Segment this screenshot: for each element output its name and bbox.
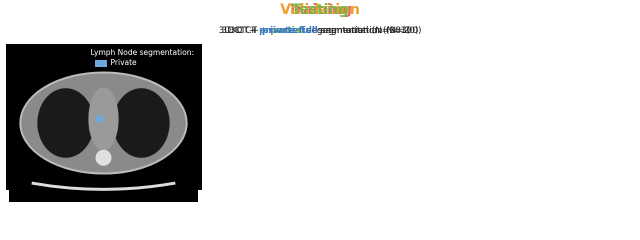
panel-subtitle: 3D CT + partial segmentation (N=383)	[0, 26, 640, 36]
scanner-table	[31, 181, 176, 191]
lung	[37, 88, 95, 158]
legend-label: Private	[110, 58, 137, 67]
panel-title: Training	[288, 2, 352, 18]
subtitle-part: 3D CT +	[221, 26, 262, 36]
subtitle-part: 3D CT +	[229, 26, 271, 36]
legend-swatch	[94, 59, 107, 67]
subtitle-part: segmentation (N=20)	[317, 26, 419, 36]
panel-title: Testing	[291, 2, 349, 18]
figure: Training 3D CT + partial segmentation (N=…	[0, 2, 640, 202]
ct-scan	[19, 71, 188, 191]
subtitle-part: private full	[259, 26, 316, 36]
panel-title: Validation	[280, 2, 360, 18]
ct-image: Lymph Node segmentation:Private	[9, 44, 198, 202]
legend: Lymph Node segmentation:Private	[91, 48, 194, 68]
spine	[95, 149, 112, 166]
panel-subtitle: 3D CT + private full segmentation (N=20)	[0, 26, 640, 36]
subtitle-part: private full	[261, 26, 318, 36]
legend-title: Lymph Node segmentation:	[90, 48, 194, 57]
subtitle-part: partial	[270, 26, 304, 36]
legend-item: Private	[91, 58, 194, 68]
seg-private	[95, 115, 104, 123]
lung	[112, 88, 170, 158]
panel-subtitle: 3D CT + private full segmentation (N=100…	[0, 26, 640, 36]
subtitle-part: 3D CT +	[218, 26, 260, 36]
subtitle-part: segmentation (N=100)	[315, 26, 422, 36]
subtitle-part: segmentation (N=383)	[303, 26, 411, 36]
